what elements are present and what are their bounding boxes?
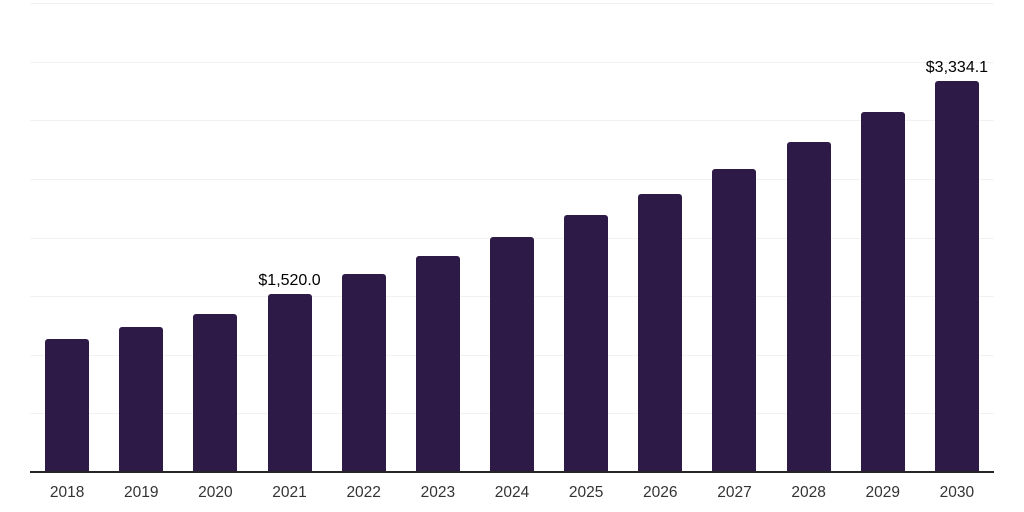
x-tick-2019: 2019 — [123, 484, 159, 501]
x-tick-2027: 2027 — [717, 484, 752, 501]
bar-2020[interactable] — [193, 313, 238, 472]
x-tick-2023: 2023 — [420, 484, 456, 501]
bar-2021[interactable] — [267, 293, 312, 472]
data-label-2030: $3,334.1 — [925, 59, 989, 77]
bar-2025[interactable] — [564, 215, 609, 472]
bar-2024[interactable] — [490, 236, 534, 472]
x-axis-line — [30, 471, 994, 473]
x-tick-2026: 2026 — [643, 484, 678, 501]
x-tick-2020: 2020 — [198, 484, 233, 501]
data-label-2021: $1,520.0 — [258, 271, 321, 289]
bar-2030[interactable] — [934, 81, 979, 472]
bar-2029[interactable] — [860, 112, 905, 472]
x-tick-2028: 2028 — [791, 484, 826, 501]
bar-2028[interactable] — [786, 141, 831, 472]
x-tick-2030: 2030 — [939, 484, 975, 501]
gridline — [30, 61, 994, 63]
x-tick-2025: 2025 — [568, 484, 604, 501]
bar-2022[interactable] — [341, 274, 386, 472]
bar-2023[interactable] — [415, 256, 460, 472]
gridline — [30, 120, 994, 122]
gridline — [30, 3, 994, 4]
x-tick-2029: 2029 — [865, 484, 900, 501]
bar-2026[interactable] — [638, 194, 683, 472]
bar-2019[interactable] — [119, 326, 164, 472]
x-tick-2021: 2021 — [272, 484, 307, 501]
bar-2027[interactable] — [712, 168, 757, 472]
x-tick-2018: 2018 — [49, 484, 85, 501]
x-tick-2022: 2022 — [346, 484, 381, 501]
bar-2018[interactable] — [45, 338, 90, 472]
x-tick-2024: 2024 — [494, 484, 530, 501]
gridline — [30, 178, 994, 180]
